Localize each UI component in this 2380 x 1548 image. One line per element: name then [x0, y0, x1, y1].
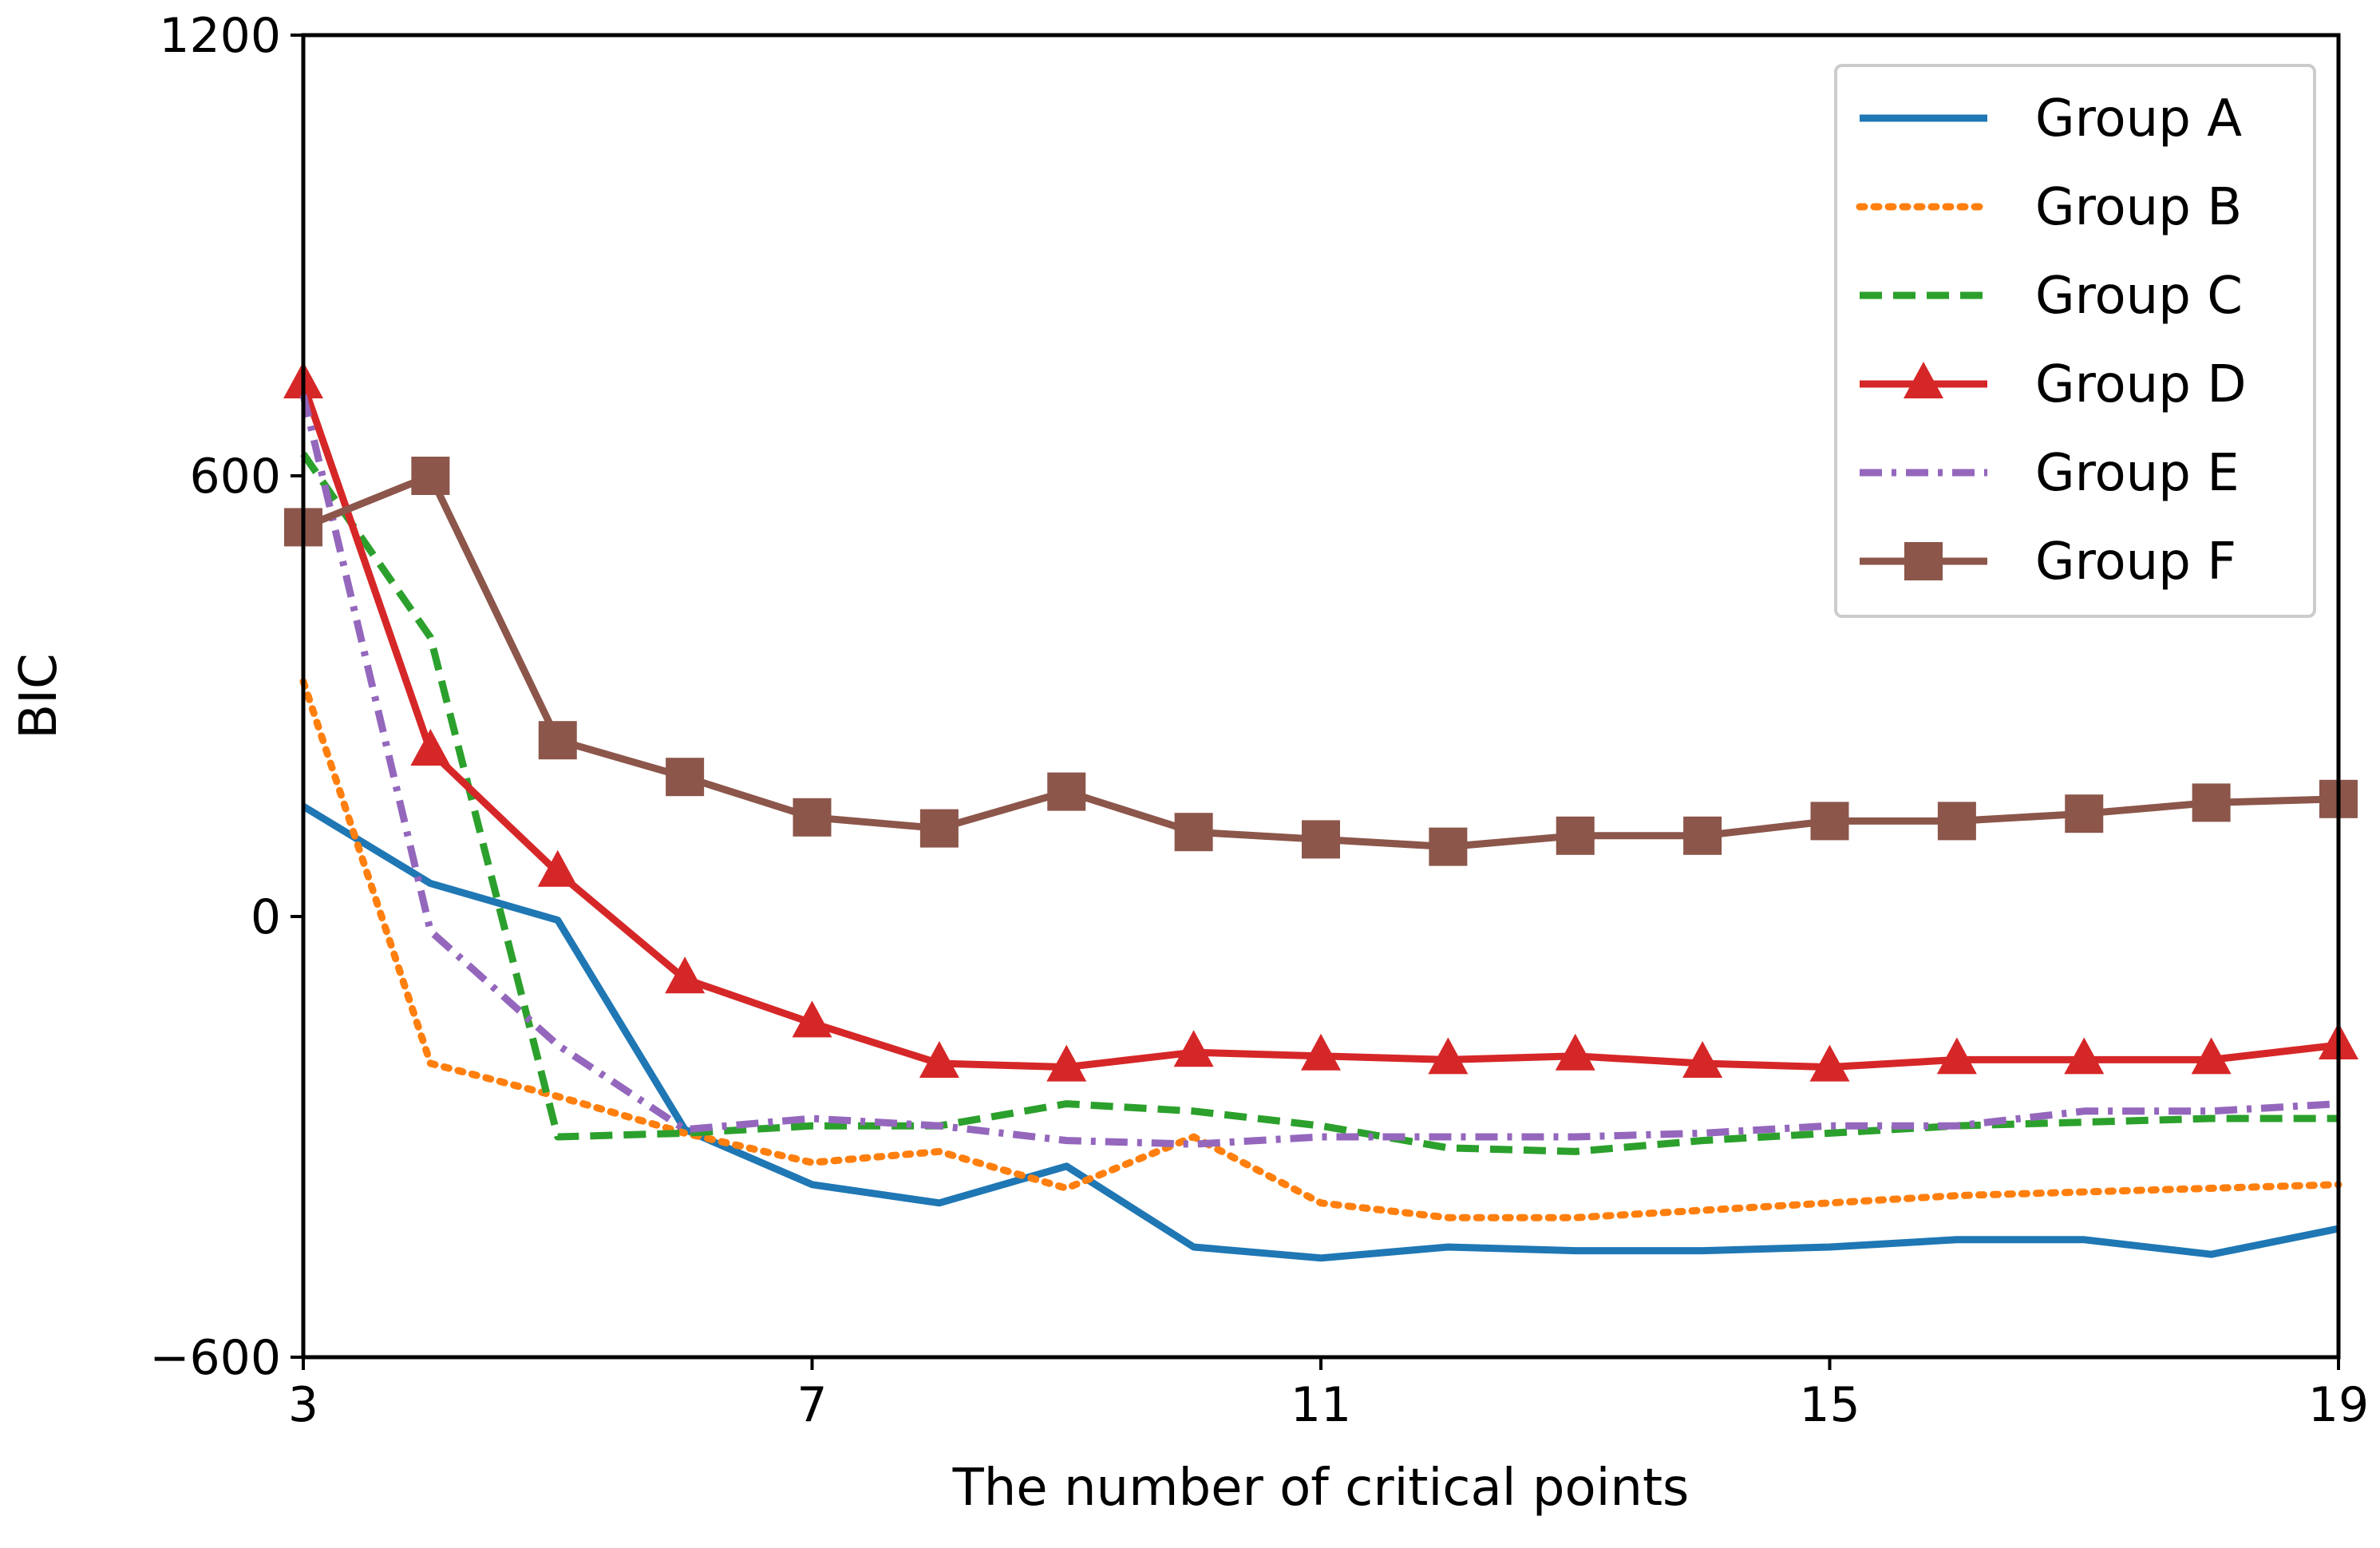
x-tick-label: 19 [2308, 1377, 2369, 1433]
series-group-c [300, 451, 2338, 1155]
point-group-d-x4 [410, 729, 451, 766]
point-group-d-x15 [1809, 1044, 1850, 1082]
legend-label-group-f: Group F [2035, 532, 2236, 592]
point-group-f-x9 [1047, 772, 1086, 811]
x-tick-label: 11 [1291, 1377, 1351, 1433]
series-group-b [299, 678, 2342, 1221]
legend-entry-group-f: Group F [1860, 532, 2236, 592]
point-group-d-x14 [1682, 1041, 1723, 1078]
point-group-d-x12 [1428, 1037, 1469, 1075]
legend-marker-group-f [1904, 542, 1943, 580]
point-group-f-x11 [1302, 820, 1340, 859]
legend-box [1834, 64, 2316, 618]
legend-entry-group-a: Group A [1860, 89, 2242, 148]
x-tick-label: 3 [288, 1377, 318, 1433]
x-tick-label: 7 [797, 1377, 827, 1433]
legend-label-group-c: Group C [2035, 267, 2243, 326]
y-tick-label: −600 [149, 1330, 281, 1386]
legend-label-group-e: Group E [2035, 444, 2240, 503]
line-group-e [299, 394, 2339, 1148]
series-group-f [284, 457, 2358, 866]
point-group-f-x17 [2065, 794, 2104, 833]
point-group-d-x17 [2064, 1037, 2105, 1075]
legend-label-group-b: Group B [2035, 178, 2242, 237]
point-group-d-x16 [1936, 1037, 1977, 1075]
point-group-d-x6 [665, 956, 706, 994]
point-group-d-x10 [1173, 1030, 1214, 1067]
series-layer [283, 362, 2358, 1262]
point-group-f-x15 [1810, 802, 1849, 841]
point-group-f-x4 [411, 457, 450, 495]
point-group-f-x6 [666, 758, 705, 797]
point-group-f-x13 [1556, 816, 1595, 855]
legend-entry-group-b: Group B [1856, 178, 2242, 237]
axis-ticks: 3 7 11 15 19 −600 0 600 1200 [149, 8, 2369, 1433]
legend-entry-group-e: Group E [1860, 444, 2240, 503]
point-group-d-x13 [1555, 1033, 1595, 1071]
legend-entry-group-d: Group D [1860, 355, 2246, 414]
point-group-f-x18 [2192, 783, 2231, 822]
series-group-d [283, 362, 2358, 1082]
y-axis-label: BIC [10, 653, 69, 738]
point-group-f-x8 [919, 809, 959, 848]
point-group-d-x9 [1046, 1044, 1087, 1082]
y-tick-label: 600 [189, 449, 281, 505]
legend-entry-group-c: Group C [1860, 267, 2243, 326]
point-group-f-x10 [1174, 813, 1213, 852]
point-group-d-x11 [1301, 1033, 1341, 1071]
line-group-a [301, 803, 2339, 1262]
point-group-f-x7 [793, 798, 832, 837]
point-group-f-x14 [1683, 816, 1722, 855]
point-group-d-x5 [537, 849, 578, 887]
y-tick-label: 0 [251, 889, 281, 945]
legend: Group A Group B Group C Group D Group E Group… [1834, 64, 2316, 618]
line-group-b [299, 678, 2342, 1221]
point-group-d-x7 [792, 1000, 832, 1038]
series-group-e [299, 394, 2339, 1148]
legend-label-group-d: Group D [2035, 355, 2246, 414]
line-group-c [300, 451, 2338, 1155]
point-group-f-x12 [1429, 827, 1468, 866]
x-tick-label: 15 [1799, 1377, 1860, 1433]
legend-label-group-a: Group A [2035, 89, 2242, 148]
x-axis-label: The number of critical points [952, 1459, 1690, 1518]
point-group-d-x8 [919, 1041, 959, 1078]
y-tick-label: 1200 [159, 8, 281, 64]
point-group-f-x16 [1937, 802, 1976, 841]
point-group-d-x18 [2191, 1037, 2232, 1075]
legend-marker-group-d [1904, 362, 1943, 398]
point-group-f-x5 [538, 721, 577, 760]
series-group-a [301, 803, 2339, 1262]
